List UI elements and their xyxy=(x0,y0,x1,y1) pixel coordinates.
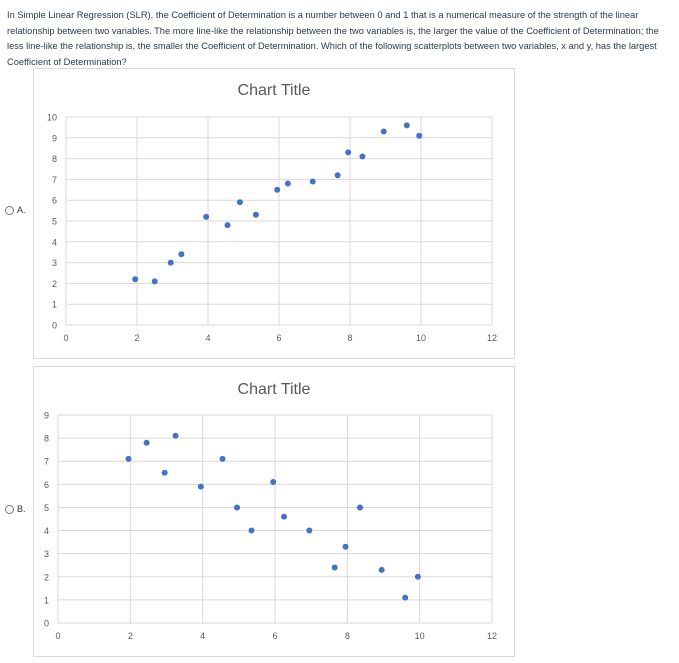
y-tick-label: 3 xyxy=(44,549,49,559)
scatter-point xyxy=(380,128,387,135)
x-tick-label: 12 xyxy=(487,333,497,343)
scatter-point xyxy=(309,178,316,185)
y-tick-label: 3 xyxy=(52,258,57,268)
y-tick-label: 4 xyxy=(52,237,57,247)
option-a[interactable]: A. xyxy=(5,205,26,215)
scatter-point xyxy=(274,186,281,193)
option-b-radio[interactable] xyxy=(5,504,14,514)
x-tick-label: 12 xyxy=(487,631,497,641)
x-tick-label: 6 xyxy=(272,631,277,641)
scatter-point xyxy=(306,527,313,534)
x-tick-label: 0 xyxy=(63,333,68,343)
y-tick-label: 9 xyxy=(52,133,57,143)
scatter-point xyxy=(416,132,423,139)
scatter-point xyxy=(161,469,168,476)
scatter-point xyxy=(248,527,255,534)
y-tick-label: 5 xyxy=(44,503,49,513)
scatter-point xyxy=(234,504,241,511)
scatter-point xyxy=(281,513,288,520)
scatter-point xyxy=(284,180,291,187)
chart-title: Chart Title xyxy=(238,381,311,398)
scatter-point xyxy=(402,594,409,601)
x-tick-label: 10 xyxy=(416,333,426,343)
scatter-point xyxy=(252,211,259,218)
y-tick-label: 2 xyxy=(52,279,57,289)
y-tick-label: 0 xyxy=(52,321,57,331)
scatter-point xyxy=(378,566,385,573)
option-a-label: A. xyxy=(17,205,26,215)
y-tick-label: 8 xyxy=(44,434,49,444)
scatter-point xyxy=(236,199,243,206)
scatter-point xyxy=(203,213,210,220)
y-tick-label: 7 xyxy=(52,175,57,185)
scatter-point xyxy=(356,504,363,511)
y-tick-label: 8 xyxy=(52,154,57,164)
x-tick-label: 0 xyxy=(55,631,60,641)
y-tick-label: 10 xyxy=(47,113,57,123)
scatter-point xyxy=(132,276,139,283)
scatter-point xyxy=(172,432,179,439)
y-tick-label: 1 xyxy=(52,300,57,310)
scatter-point xyxy=(125,455,132,462)
scatter-point xyxy=(197,483,204,490)
scatter-point xyxy=(178,251,185,258)
option-a-radio[interactable] xyxy=(5,205,14,215)
scatter-point xyxy=(342,543,349,550)
scatter-point xyxy=(345,149,352,156)
x-tick-label: 2 xyxy=(128,631,133,641)
chart-b-frame: Chart Title 0 2 4 6 8 10 12 0 1 2 3 4 5 6 7 8 9 xyxy=(33,366,515,657)
option-b[interactable]: B. xyxy=(5,504,26,514)
option-b-label: B. xyxy=(17,504,26,514)
x-tick-label: 2 xyxy=(134,333,139,343)
scatter-point xyxy=(359,153,366,160)
scatter-point xyxy=(331,564,338,571)
y-tick-label: 1 xyxy=(44,595,49,605)
y-tick-label: 2 xyxy=(44,572,49,582)
y-tick-label: 6 xyxy=(44,480,49,490)
scatter-point xyxy=(143,439,150,446)
x-tick-label: 4 xyxy=(205,333,210,343)
question-text: In Simple Linear Regression (SLR), the C… xyxy=(7,10,659,67)
x-tick-label: 6 xyxy=(276,333,281,343)
y-tick-label: 0 xyxy=(44,619,49,629)
y-tick-label: 6 xyxy=(52,196,57,206)
x-tick-label: 8 xyxy=(347,333,352,343)
chart-title: Chart Title xyxy=(238,82,311,99)
scatter-point xyxy=(403,122,410,129)
scatter-point xyxy=(334,172,341,179)
scatter-point xyxy=(151,278,158,285)
y-tick-label: 9 xyxy=(44,411,49,421)
scatter-point xyxy=(219,455,226,462)
x-tick-label: 8 xyxy=(345,631,350,641)
scatter-point xyxy=(167,259,174,266)
y-tick-label: 4 xyxy=(44,526,49,536)
scatter-point xyxy=(224,222,231,229)
x-tick-label: 10 xyxy=(415,631,425,641)
scatter-point xyxy=(414,573,421,580)
y-tick-label: 7 xyxy=(44,457,49,467)
x-tick-label: 4 xyxy=(200,631,205,641)
chart-a-frame: Chart Title 0 2 4 6 8 10 12 0 1 2 3 4 5 6 7 8 9 10 xyxy=(33,68,515,359)
scatter-point xyxy=(270,479,277,486)
y-tick-label: 5 xyxy=(52,217,57,227)
